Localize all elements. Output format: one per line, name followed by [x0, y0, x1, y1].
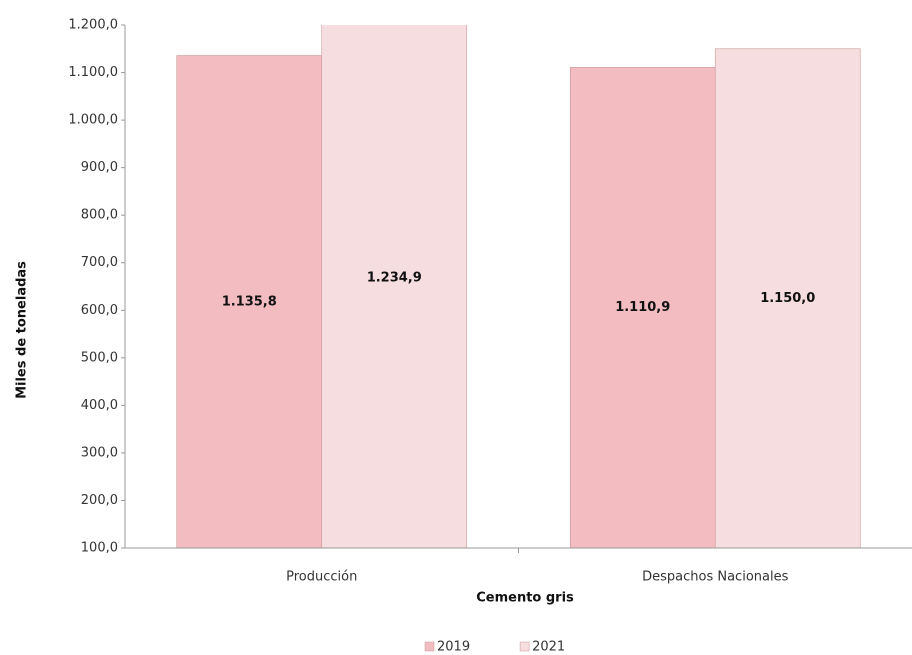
- y-axis-title: Miles de toneladas: [15, 261, 30, 399]
- value-label: 1.135,8: [222, 294, 277, 309]
- plot-area: [176, 25, 861, 548]
- legend-swatch: [519, 641, 530, 652]
- y-tick-label: 300,0: [81, 445, 118, 460]
- y-tick-label: 1.100,0: [68, 65, 118, 80]
- x-tick-label: Producción: [286, 570, 357, 585]
- y-tick-label: 700,0: [81, 255, 118, 270]
- y-tick-label: 100,0: [81, 541, 118, 556]
- legend-label: 2021: [532, 640, 565, 655]
- y-tick-label: 500,0: [81, 350, 118, 365]
- y-tick-label: 1.000,0: [68, 113, 118, 128]
- y-tick-label: 400,0: [81, 398, 118, 413]
- y-tick-label: 800,0: [81, 208, 118, 223]
- bar: [321, 25, 468, 548]
- value-label: 1.234,9: [367, 271, 422, 286]
- value-label: 1.110,9: [615, 300, 670, 315]
- legend-label: 2019: [437, 640, 470, 655]
- bar: [714, 48, 861, 548]
- x-tick-label: Despachos Nacionales: [642, 570, 788, 585]
- y-tick-label: 900,0: [81, 160, 118, 175]
- y-tick-label: 600,0: [81, 303, 118, 318]
- x-axis-title: Cemento gris: [476, 591, 574, 606]
- y-tick-label: 1.200,0: [68, 18, 118, 33]
- legend-swatch: [424, 641, 435, 652]
- bar: [176, 55, 323, 548]
- y-tick-label: 200,0: [81, 493, 118, 508]
- value-label: 1.150,0: [760, 291, 815, 306]
